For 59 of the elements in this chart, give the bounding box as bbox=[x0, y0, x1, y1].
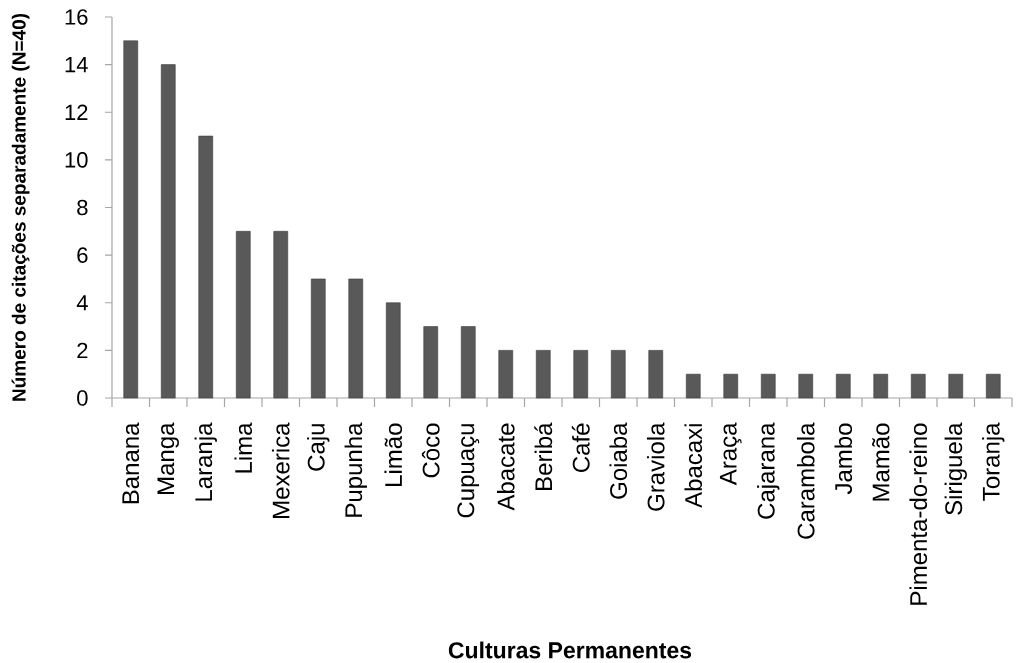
bar bbox=[460, 326, 476, 399]
x-tick-label: Carambola bbox=[796, 422, 815, 539]
bar bbox=[498, 350, 514, 399]
y-tick-label: 8 bbox=[77, 199, 88, 216]
x-tick-label: Lima bbox=[234, 422, 253, 473]
x-tick-label: Pimenta-do-reino bbox=[909, 423, 928, 605]
bar bbox=[423, 326, 439, 399]
x-tick-label: Goiaba bbox=[609, 422, 628, 499]
y-tick-label: 16 bbox=[65, 9, 88, 25]
bar bbox=[910, 373, 926, 399]
bar bbox=[573, 350, 589, 399]
x-tick-label: Cajarana bbox=[757, 422, 780, 519]
bar bbox=[985, 373, 1001, 399]
bar bbox=[235, 231, 251, 399]
x-tick-label: Siriguela bbox=[944, 422, 967, 515]
x-tick-label: Café bbox=[571, 423, 590, 472]
y-tick-label: 4 bbox=[76, 295, 88, 311]
x-tick-label: Laranja bbox=[194, 422, 217, 501]
y-axis-title: Número de citações separadamente (N=40) bbox=[11, 13, 30, 401]
x-tick-label: Jambo bbox=[834, 423, 853, 495]
bar bbox=[123, 40, 139, 399]
bar bbox=[798, 373, 814, 399]
x-tick-label: Manga bbox=[157, 422, 179, 494]
bar bbox=[385, 302, 401, 399]
x-tick-label: Pupunha bbox=[344, 422, 367, 517]
y-tick-label: 0 bbox=[77, 390, 88, 406]
x-tick-label: Abacate bbox=[496, 423, 515, 511]
bar bbox=[310, 278, 326, 399]
x-tick-label: Caju bbox=[307, 424, 330, 471]
y-tick-label: 14 bbox=[65, 57, 88, 73]
y-tick-label: 2 bbox=[77, 342, 88, 359]
bar bbox=[610, 350, 626, 399]
bar bbox=[685, 373, 701, 399]
x-tick-label: Abacaxi bbox=[684, 424, 703, 508]
bar bbox=[873, 373, 889, 399]
bar bbox=[273, 231, 289, 399]
y-tick-label: 10 bbox=[65, 152, 88, 168]
bar bbox=[348, 278, 364, 399]
bar bbox=[760, 373, 776, 399]
y-tick-label: 6 bbox=[77, 247, 88, 263]
x-tick-label: Banana bbox=[122, 422, 140, 504]
x-axis-title: Culturas Permanentes bbox=[448, 641, 692, 659]
y-tick-label: 12 bbox=[65, 104, 88, 120]
bar bbox=[198, 135, 214, 399]
bar bbox=[160, 64, 176, 399]
x-tick-label: Mamão bbox=[872, 423, 890, 501]
x-tick-label: Araça bbox=[719, 422, 742, 486]
x-tick-label: Beribá bbox=[534, 422, 553, 490]
bar bbox=[723, 373, 739, 399]
bar bbox=[648, 350, 664, 399]
x-tick-label: Mexerica bbox=[271, 422, 290, 518]
x-tick-label: Graviola bbox=[646, 422, 665, 511]
bar bbox=[535, 350, 551, 399]
bar bbox=[835, 373, 851, 399]
x-tick-label: Côco bbox=[421, 423, 440, 478]
x-tick-label: Toranja bbox=[982, 422, 1005, 501]
bar bbox=[948, 373, 964, 399]
x-tick-label: Cupuaçu bbox=[457, 424, 480, 518]
x-tick-label: Limão bbox=[384, 423, 403, 486]
